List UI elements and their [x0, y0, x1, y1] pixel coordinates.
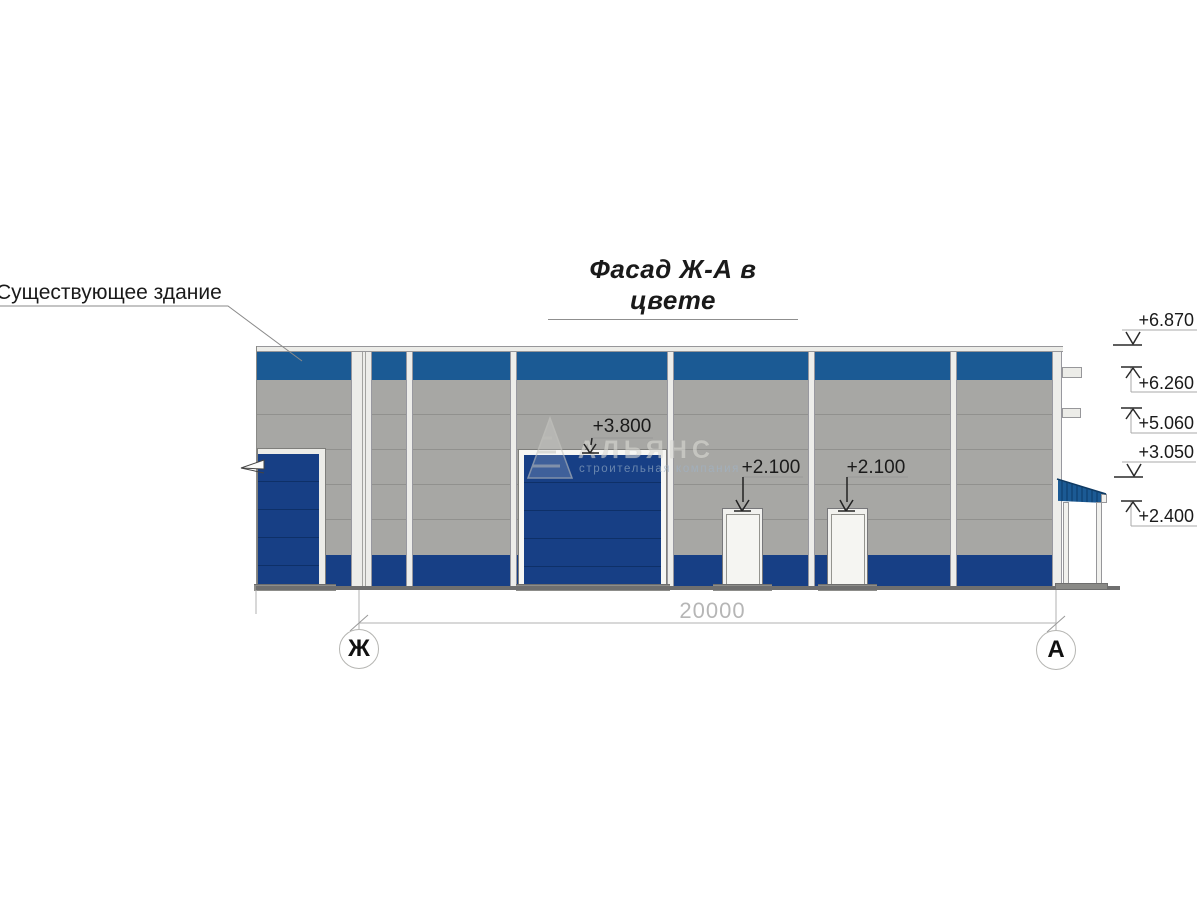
- pilaster: [808, 352, 815, 586]
- wall-panel-joint: [257, 414, 1052, 415]
- pilaster: [667, 352, 674, 586]
- ground-line: [256, 586, 1120, 590]
- wall-bracket-upper: [1062, 367, 1082, 378]
- axis-label-a: А: [1047, 636, 1065, 663]
- pilaster: [406, 352, 413, 586]
- level-mark-3050: +3.050: [1138, 442, 1194, 462]
- corner-pilaster-axis-a: [1052, 352, 1062, 586]
- existing-building-sectional-door: [258, 454, 319, 584]
- watermark-tagline: строительная компания: [579, 463, 740, 475]
- wall-bracket-lower: [1062, 408, 1081, 418]
- entry-door-left: [722, 508, 763, 586]
- dimension-value: 20000: [679, 598, 746, 623]
- pilaster-joint-line: [365, 352, 366, 586]
- parapet-cap: [256, 346, 1063, 352]
- pilaster-joint-line: [362, 352, 363, 586]
- existing-building-label: Существующее здание: [0, 281, 222, 304]
- facade-top-blue-band: [257, 352, 1052, 380]
- entry-door-right: [827, 508, 868, 586]
- level-mark-6260: +6.260: [1138, 373, 1194, 393]
- canopy-base-step: [1055, 583, 1108, 590]
- height-label-entry-door-left: +2.100: [741, 457, 801, 478]
- height-label-entry-door-right: +2.100: [846, 457, 906, 478]
- watermark-name: АЛЬЯНС: [578, 436, 715, 464]
- height-label-sectional-door: +3.800: [592, 416, 652, 437]
- axis-label-zh: Ж: [348, 635, 370, 662]
- entry-door-left-leaf: [726, 514, 760, 585]
- level-mark-6870: +6.870: [1138, 310, 1194, 330]
- axis-bubble-zh: Ж: [339, 629, 379, 669]
- drawing-title: Фасад Ж-А в цвете: [548, 254, 798, 320]
- axis-bubble-a: А: [1036, 630, 1076, 670]
- pilaster: [950, 352, 957, 586]
- level-mark-2400: +2.400: [1138, 506, 1194, 526]
- pilaster-axis-zh: [351, 352, 372, 586]
- pilaster: [510, 352, 517, 586]
- level-mark-5060: +5.060: [1138, 413, 1194, 433]
